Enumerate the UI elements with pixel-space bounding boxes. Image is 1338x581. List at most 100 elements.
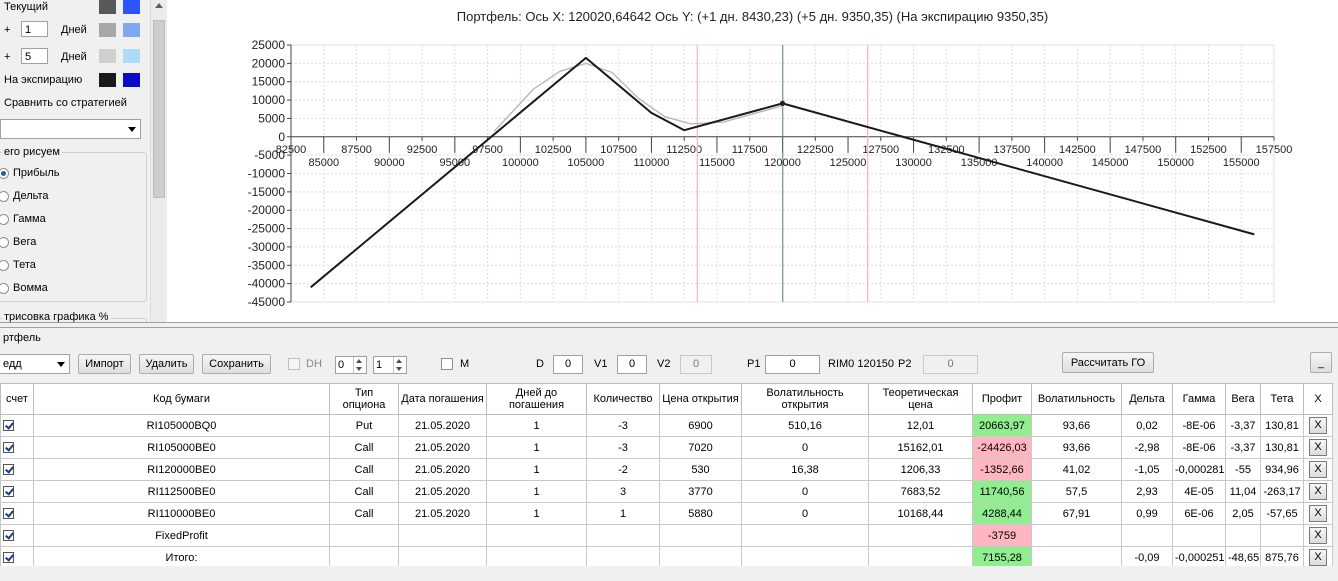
include-checkbox[interactable]	[3, 420, 14, 432]
x-tick-label: 125000	[830, 157, 867, 169]
strategy-type-combo[interactable]: едд	[0, 354, 70, 374]
p2-input[interactable]: 0	[923, 355, 978, 374]
v2-input[interactable]: 0	[680, 355, 712, 374]
cell-theo	[868, 546, 973, 569]
radio-4[interactable]	[0, 260, 9, 271]
plus1-blue-swatch[interactable]	[123, 23, 140, 37]
radio-label-0[interactable]: Прибыль	[13, 167, 60, 179]
spin-1-buttons[interactable]	[353, 357, 366, 373]
arrow-down-icon[interactable]	[396, 367, 402, 371]
cell-theo: 1206,33	[868, 458, 973, 481]
radio-label-4[interactable]: Тета	[13, 259, 36, 271]
remove-row-button[interactable]: X	[1309, 439, 1327, 456]
import-button[interactable]: Импорт	[78, 354, 131, 374]
radio-5[interactable]	[0, 283, 9, 294]
plus5-days-input[interactable]: 5	[21, 48, 48, 64]
column-header-2[interactable]: Тип опциона	[329, 383, 399, 415]
column-header-0[interactable]: счет	[0, 383, 34, 415]
chart-area[interactable]: Портфель: Ось X: 120020,64642 Ось Y: (+1…	[167, 0, 1338, 322]
splitter[interactable]	[0, 322, 1338, 328]
arrow-up-icon[interactable]	[356, 359, 362, 363]
radio-0[interactable]	[0, 168, 9, 179]
include-checkbox[interactable]	[3, 442, 14, 454]
arrow-down-icon[interactable]	[356, 367, 362, 371]
table-row[interactable]: RI105000BQ0 Put 21.05.2020 1 -3 6900 510,16 12,…	[0, 414, 1333, 437]
cell-delta: 0,99	[1121, 502, 1173, 525]
column-header-13[interactable]: Вега	[1225, 383, 1261, 415]
include-checkbox[interactable]	[3, 530, 14, 542]
arrow-up-icon[interactable]	[396, 359, 402, 363]
include-checkbox[interactable]	[3, 508, 14, 520]
column-header-6[interactable]: Цена открытия	[659, 383, 742, 415]
column-header-1[interactable]: Код бумаги	[33, 383, 330, 415]
cell-vol: 67,91	[1031, 502, 1122, 525]
dh-checkbox[interactable]	[288, 358, 300, 370]
include-checkbox[interactable]	[3, 486, 14, 498]
spin-1[interactable]: 0	[335, 356, 367, 374]
minimize-button[interactable]: _	[1310, 352, 1332, 373]
cell-open-vol: 510,16	[741, 414, 869, 437]
compare-strategy-combo[interactable]	[0, 119, 141, 139]
column-header-15[interactable]: X	[1303, 383, 1333, 415]
radio-label-5[interactable]: Вомма	[13, 282, 48, 294]
plus1-sign: +	[4, 24, 11, 36]
plus1-gray-swatch[interactable]	[99, 23, 116, 37]
table-row[interactable]: RI105000BE0 Call 21.05.2020 1 -3 7020 0 15162,0…	[0, 436, 1333, 459]
column-header-10[interactable]: Волатильность	[1031, 383, 1122, 415]
table-row[interactable]: RI120000BE0 Call 21.05.2020 1 -2 530 16,38 1206…	[0, 458, 1333, 481]
left-panel-scrollbar[interactable]	[150, 0, 167, 322]
save-button[interactable]: Сохранить	[202, 354, 271, 374]
remove-row-button[interactable]: X	[1309, 549, 1327, 566]
scrollbar-thumb[interactable]	[153, 20, 165, 198]
radio-2[interactable]	[0, 214, 9, 225]
column-header-11[interactable]: Дельта	[1121, 383, 1173, 415]
spin-2[interactable]: 1	[373, 356, 407, 374]
remove-row-button[interactable]: X	[1309, 527, 1327, 544]
column-header-9[interactable]: Профит	[972, 383, 1032, 415]
payoff-chart[interactable]: 25000 20000 15000 10000 5000 0 -5000 -10000 -150…	[167, 0, 1338, 322]
delete-button[interactable]: Удалить	[139, 354, 194, 374]
plus5-blue-swatch[interactable]	[123, 49, 140, 63]
radio-label-2[interactable]: Гамма	[13, 213, 46, 225]
plus5-gray-swatch[interactable]	[99, 49, 116, 63]
arrow-up-icon[interactable]	[155, 3, 163, 8]
column-header-4[interactable]: Дней до погашения	[486, 383, 587, 415]
cell-theta	[1260, 524, 1304, 547]
current-blue-swatch[interactable]	[123, 0, 140, 14]
include-checkbox[interactable]	[3, 552, 14, 564]
radio-label-1[interactable]: Дельта	[13, 190, 49, 202]
column-header-3[interactable]: Дата погашения	[398, 383, 487, 415]
table-row[interactable]: Итого: 7155,28 -0,09 -0,000251 -48,65 875,76 X	[0, 546, 1333, 569]
calculate-margin-button[interactable]: Рассчитать ГО	[1062, 352, 1154, 373]
column-header-5[interactable]: Количество	[586, 383, 660, 415]
cell-date: 21.05.2020	[398, 436, 487, 459]
table-row[interactable]: FixedProfit -3759 X	[0, 524, 1333, 547]
remove-row-button[interactable]: X	[1309, 417, 1327, 434]
rim-price-label: RIM0 120150	[828, 358, 895, 370]
table-scrollbar[interactable]	[0, 566, 1338, 581]
remove-row-button[interactable]: X	[1309, 461, 1327, 478]
d-input[interactable]: 0	[553, 355, 583, 374]
remove-row-button[interactable]: X	[1309, 505, 1327, 522]
cell-type: Call	[329, 458, 399, 481]
table-row[interactable]: RI112500BE0 Call 21.05.2020 1 3 3770 0 7683,52 1…	[0, 480, 1333, 503]
column-header-14[interactable]: Тета	[1260, 383, 1304, 415]
plus1-days-input[interactable]: 1	[21, 21, 48, 37]
current-gray-swatch[interactable]	[99, 0, 116, 14]
m-checkbox[interactable]	[441, 358, 453, 370]
column-header-8[interactable]: Теоретическая цена	[868, 383, 973, 415]
spin-2-buttons[interactable]	[393, 357, 406, 373]
radio-label-3[interactable]: Вега	[13, 236, 37, 248]
v1-input[interactable]: 0	[617, 355, 647, 374]
radio-1[interactable]	[0, 191, 9, 202]
column-header-12[interactable]: Гамма	[1172, 383, 1226, 415]
cell-vol: 93,66	[1031, 414, 1122, 437]
expiry-black-swatch[interactable]	[99, 73, 116, 87]
table-row[interactable]: RI110000BE0 Call 21.05.2020 1 1 5880 0 10168,44…	[0, 502, 1333, 525]
expiry-blue-swatch[interactable]	[123, 73, 140, 87]
remove-row-button[interactable]: X	[1309, 483, 1327, 500]
include-checkbox[interactable]	[3, 464, 14, 476]
column-header-7[interactable]: Волатильность открытия	[741, 383, 869, 415]
p1-input[interactable]: 0	[765, 355, 820, 374]
radio-3[interactable]	[0, 237, 9, 248]
